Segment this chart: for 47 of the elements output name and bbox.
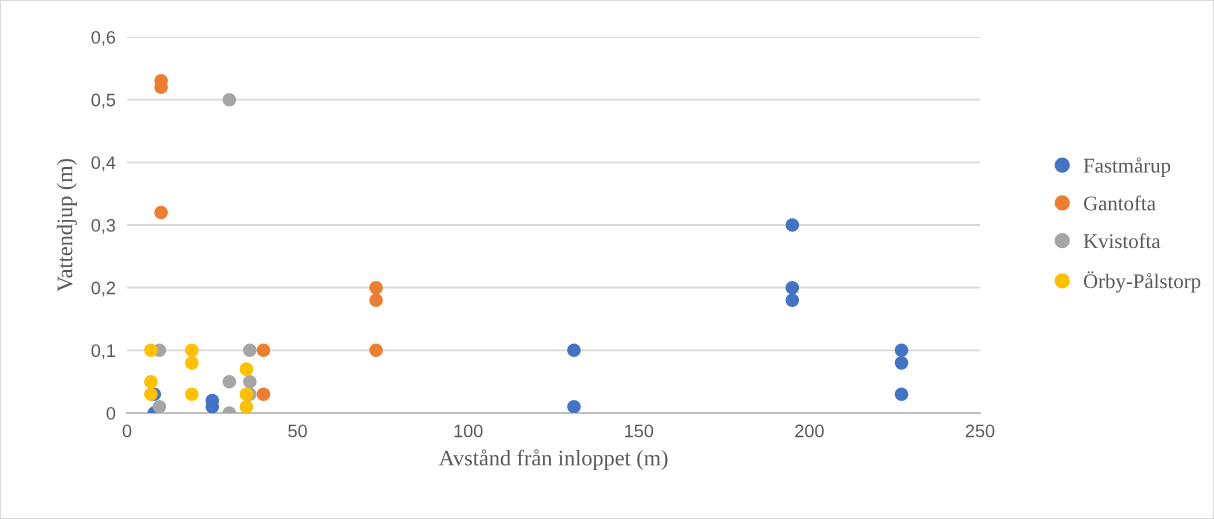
point	[239, 387, 254, 401]
x-tick-label: 250	[965, 424, 995, 438]
y-tick-label: 0,1	[91, 344, 116, 360]
point	[152, 399, 167, 413]
x-tick-label: 0	[122, 424, 132, 438]
y-tick-label: 0,3	[91, 218, 116, 234]
x-tick-label: 200	[795, 424, 824, 438]
y-tick-label: 0,6	[91, 30, 116, 46]
y-tick-label: 0	[106, 406, 116, 420]
y-tick-label: 0,2	[91, 281, 115, 297]
x-tick-label: 50	[288, 424, 307, 438]
point	[185, 387, 199, 401]
x-tick-label: 100	[454, 424, 483, 438]
point	[567, 399, 581, 413]
legend-label: Kvistofta	[1083, 233, 1161, 249]
point	[243, 374, 257, 389]
point	[785, 280, 800, 295]
point	[144, 387, 158, 401]
y-tick-label: 0,4	[91, 156, 116, 172]
point	[154, 205, 168, 220]
legend-label: Örby-Pålstorp	[1083, 271, 1201, 293]
point	[894, 343, 909, 358]
point	[785, 218, 800, 232]
point	[144, 343, 158, 358]
x-tick-label: 150	[625, 424, 654, 438]
y-axis-title: Vattendjup (m)	[56, 159, 77, 292]
point	[369, 280, 383, 295]
legend-label: Gantofta	[1083, 195, 1156, 211]
point	[369, 293, 383, 307]
point	[256, 343, 271, 358]
point	[243, 343, 257, 358]
point	[894, 356, 909, 370]
y-tick-label: 0,5	[91, 93, 116, 109]
point	[144, 374, 158, 389]
point	[222, 92, 237, 107]
point	[222, 374, 237, 389]
point	[185, 356, 199, 370]
point	[369, 343, 383, 358]
x-axis-title: Avstånd från inloppet (m)	[438, 449, 668, 471]
legend-label: Fastmårup	[1083, 157, 1171, 177]
point	[894, 387, 909, 401]
point	[239, 362, 254, 376]
point	[256, 387, 271, 401]
point	[239, 399, 254, 413]
point	[567, 343, 581, 358]
point	[785, 293, 800, 307]
point	[185, 343, 199, 358]
